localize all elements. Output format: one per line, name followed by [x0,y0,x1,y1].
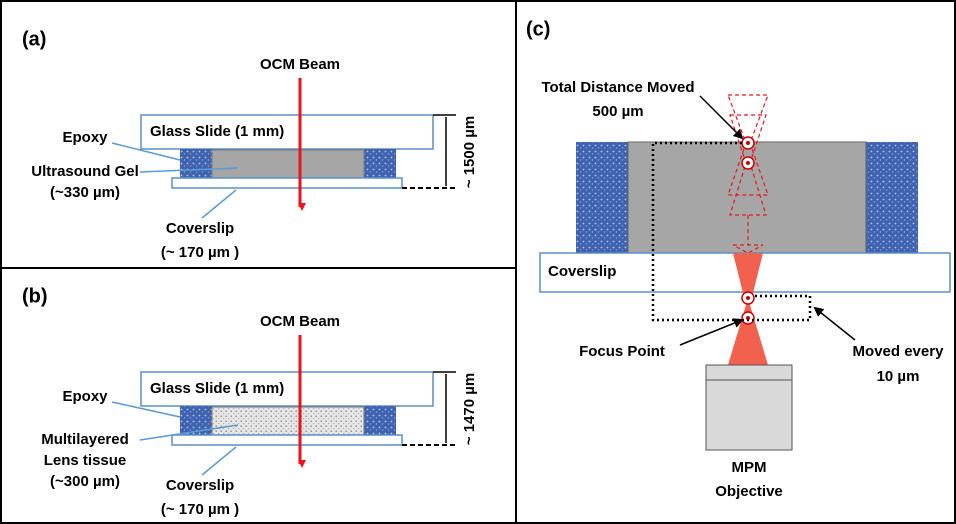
sample [212,150,364,178]
thickness-label: ~ 1470 µm [461,373,478,445]
beam-label: OCM Beam [260,56,340,73]
coverslip-label: Coverslip [166,477,234,494]
coverslip-label: Coverslip [166,220,234,237]
sample-label: Lens tissue [44,452,127,469]
objective-ring [706,365,792,380]
panel-c: (c) Coverslip Total Distance Moved 500 µ… [526,18,950,500]
objective-label: MPM [732,459,767,476]
epoxy [364,149,396,178]
epoxy-label: Epoxy [62,388,108,405]
distance-label: Total Distance Moved [541,79,694,96]
sample [212,407,364,435]
pointer [815,308,855,340]
step-label: 10 µm [877,368,920,385]
thickness-label: ~ 1500 µm [461,116,478,188]
pointer [680,320,742,345]
step-label: Moved every [853,343,945,360]
sample-label: (~300 µm) [50,473,120,490]
beam-label: OCM Beam [260,313,340,330]
focus-label: Focus Point [579,343,665,360]
epoxy [364,406,396,435]
panel-label: (b) [22,285,48,307]
epoxy-label: Epoxy [62,129,108,146]
epoxy [180,149,212,178]
sample-label: Multilayered [41,431,129,448]
objective-label: Objective [715,483,783,500]
sample-label: Ultrasound Gel [31,163,139,180]
epoxy [180,406,212,435]
coverslip-label: Coverslip [548,263,616,280]
coverslip [172,178,402,188]
pointer [202,190,236,218]
slide-label: Glass Slide (1 mm) [150,380,284,397]
slide-label: Glass Slide (1 mm) [150,123,284,140]
left-panels: (a) OCM Beam Glass Slide (1 mm) ~ 1500 µm Ep… [22,28,478,518]
sample-label: (~330 µm) [50,184,120,201]
coverslip [172,435,402,445]
epoxy [866,142,918,253]
figure: (a) OCM Beam Glass Slide (1 mm) ~ 1500 µm Ep… [0,0,956,524]
coverslip-label: (~ 170 µm ) [161,501,239,518]
coverslip-label: (~ 170 µm ) [161,244,239,261]
panel-label: (a) [22,28,46,50]
pointer [202,447,236,475]
distance-label: 500 µm [592,103,643,120]
epoxy [576,142,628,253]
objective-body [706,380,792,450]
panel-label: (c) [526,18,550,40]
